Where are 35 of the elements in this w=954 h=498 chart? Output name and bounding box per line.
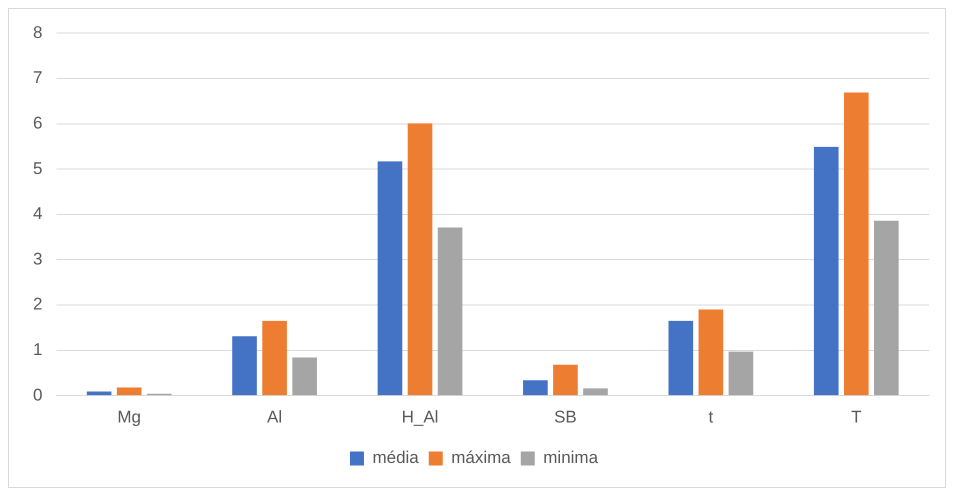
legend-label: minima (543, 448, 599, 468)
bar (523, 380, 548, 396)
y-tick-label: 1 (32, 340, 42, 359)
bar (408, 123, 432, 396)
y-tick-label: 6 (32, 113, 42, 132)
bar (553, 364, 578, 396)
bar (668, 320, 694, 396)
bar (814, 146, 839, 396)
bar (698, 310, 724, 396)
bar (844, 92, 869, 396)
bar (262, 320, 287, 396)
bar (874, 220, 899, 396)
x-tick-label: H_Al (402, 407, 438, 426)
legend-label: média (372, 448, 420, 468)
bar (116, 387, 142, 396)
bar (378, 161, 402, 396)
bar (583, 388, 608, 396)
x-tick-label: Al (267, 407, 282, 426)
x-tick-label: SB (554, 407, 577, 426)
y-tick-label: 5 (32, 158, 42, 178)
x-tick-label: t (708, 407, 714, 426)
bar (438, 228, 462, 396)
y-tick-label: 4 (32, 204, 42, 224)
bar (232, 336, 257, 396)
x-tick-label: T (851, 407, 862, 426)
y-tick-label: 2 (32, 294, 42, 314)
bar (292, 358, 317, 396)
y-tick-label: 3 (32, 249, 42, 268)
x-tick-label: Mg (117, 407, 141, 426)
y-tick-label: 7 (32, 68, 42, 88)
bar (86, 392, 112, 396)
bar (728, 352, 754, 396)
y-tick-label: 0 (32, 385, 42, 404)
y-tick-label: 8 (32, 22, 42, 42)
legend-label: máxima (451, 448, 512, 468)
